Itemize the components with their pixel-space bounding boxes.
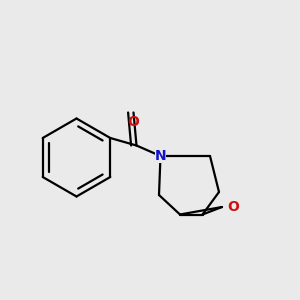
Text: O: O: [227, 200, 239, 214]
Text: N: N: [155, 149, 166, 163]
Text: O: O: [128, 116, 140, 130]
